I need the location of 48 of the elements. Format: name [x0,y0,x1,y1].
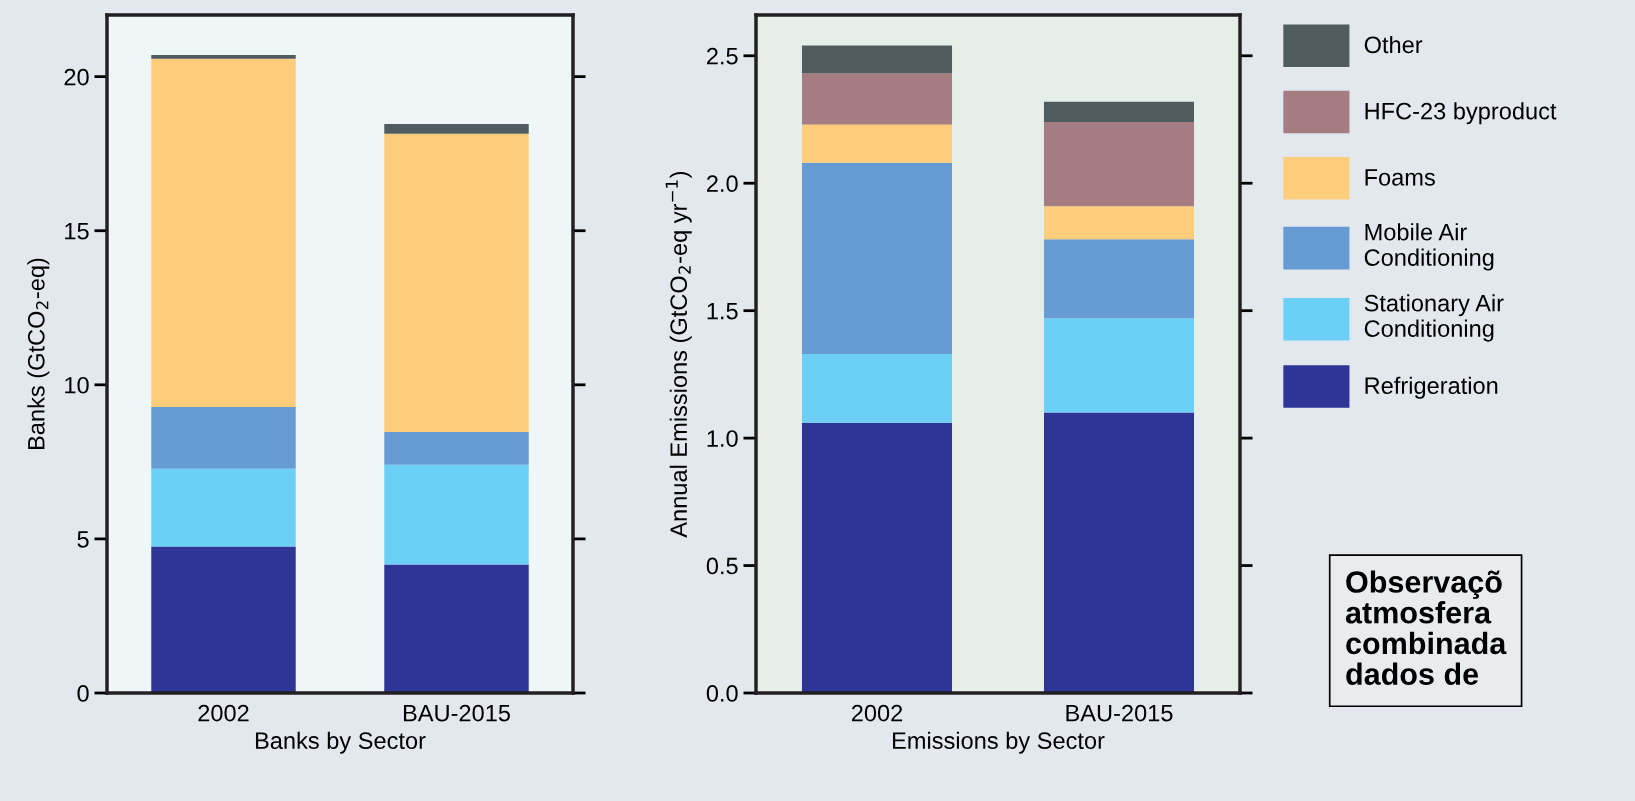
y-tick-label: 20 [64,68,89,86]
bar [384,431,529,465]
legend-label: HFC-23 byproduct [1365,102,1557,125]
y-tick-label: 5 [77,531,89,548]
bar [151,55,296,59]
bar [801,124,953,163]
y-tick-label: 1.0 [707,430,738,447]
legend-label: Stationary Air Conditioning [1364,294,1504,342]
bar [384,564,529,693]
y-tick-label: 15 [65,223,89,240]
x-axis-title: Emissions by Sector [893,731,1105,754]
bar [801,73,953,125]
bar [384,133,529,432]
y-tick-label: 0.5 [706,557,738,575]
bar [384,124,529,134]
x-axis-title: Banks by Sector [255,731,426,754]
legend-label: Foams [1365,169,1435,186]
legend-label: Mobile Air Conditioning [1364,223,1494,271]
y-tick-label: 2.5 [707,47,738,65]
bar [384,464,529,565]
bar [1043,122,1195,207]
bar [801,45,953,74]
text: Observaçõ atmosfera combinada dados de [1345,570,1507,685]
bar [151,546,296,693]
bar [1043,239,1195,319]
y-tick-label: 0 [77,685,89,702]
x-tick-label: BAU-2015 [403,704,510,722]
x-tick-label: 2002 [851,704,903,722]
x-tick-label: BAU-2015 [1066,704,1173,722]
bar [1043,412,1195,693]
bar [1043,318,1195,413]
bar [151,468,296,547]
bar [1043,101,1195,123]
x-tick-label: 2002 [198,704,249,722]
bar [151,407,296,469]
y-tick-label: 2.0 [707,175,738,193]
bar [801,422,953,693]
y-axis-title: Annual Emissions (GtCO$_{2}$-eq yr$^{−1}$) [665,171,692,538]
bar [151,58,296,408]
bar [1043,206,1195,240]
y-axis-title: Banks (GtCO$_{2}$-eq) [27,258,50,449]
legend-label: Other [1364,35,1423,54]
y-tick-label: 10 [65,376,89,394]
bar [801,162,953,354]
legend-label: Refrigeration [1365,376,1498,399]
y-tick-label: 0.0 [706,685,738,702]
y-tick-label: 1.5 [707,302,738,320]
bar [801,354,953,423]
